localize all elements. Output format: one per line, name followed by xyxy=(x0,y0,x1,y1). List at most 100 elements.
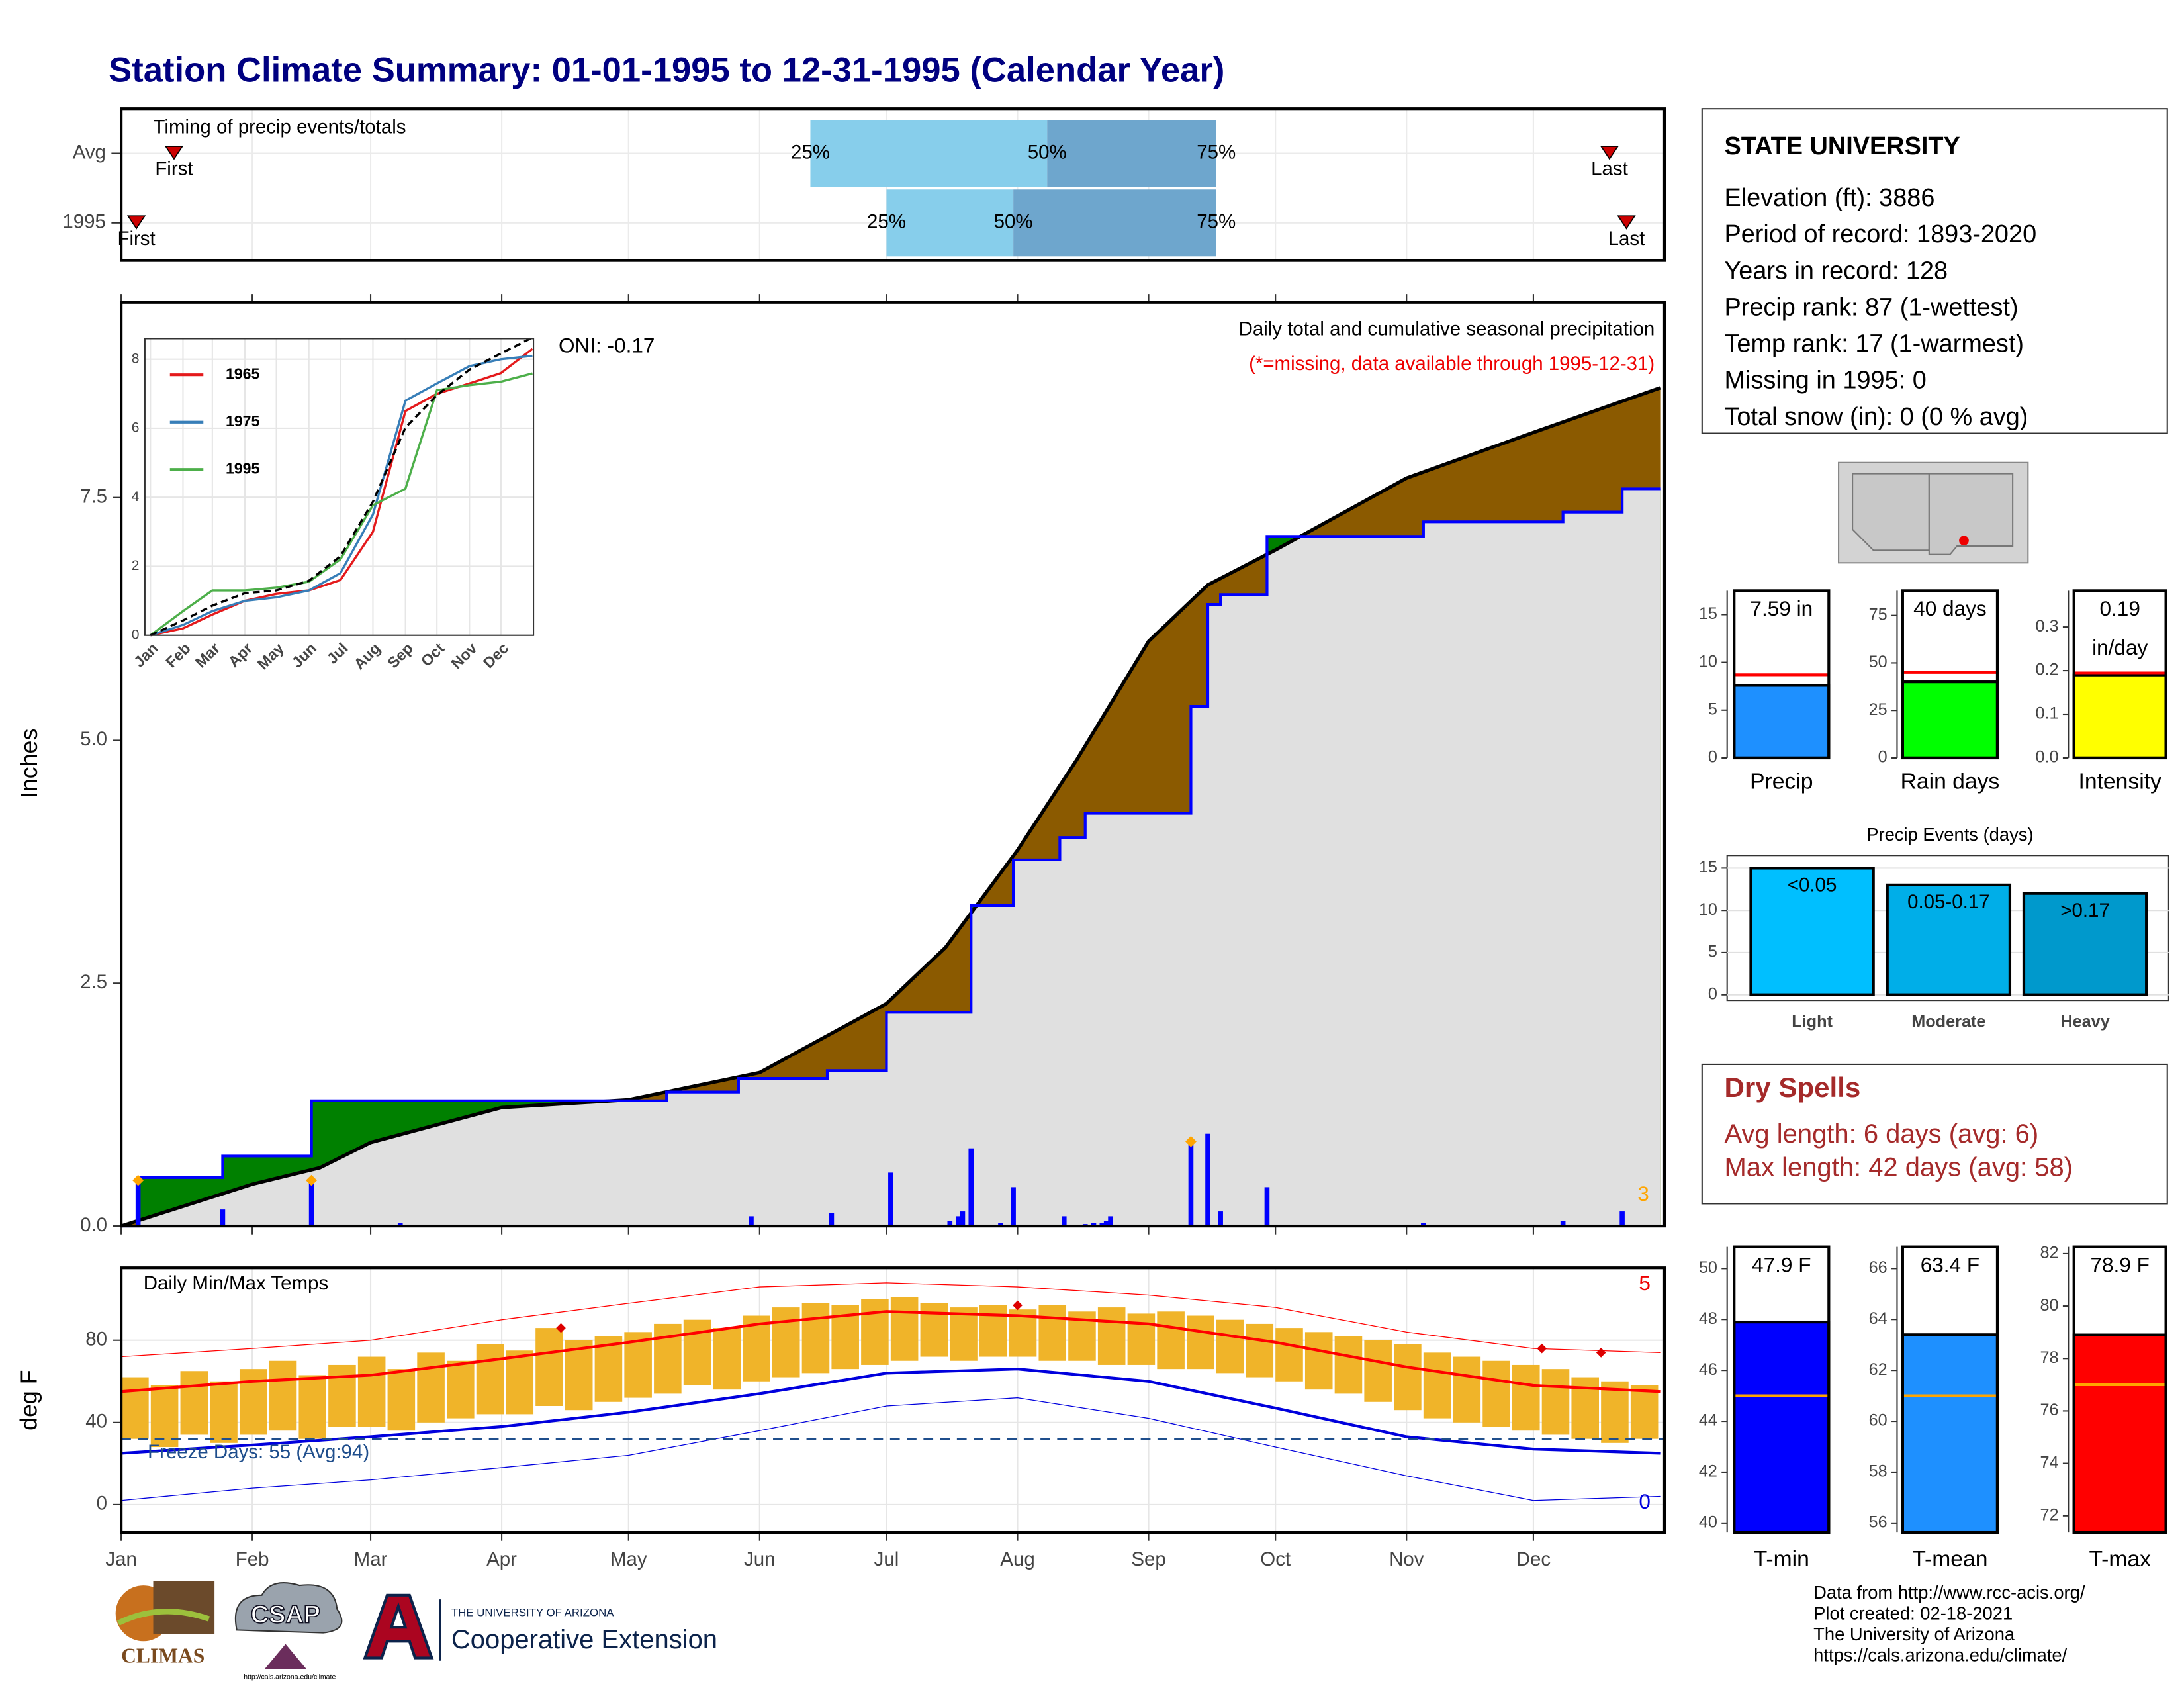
y-tick-label: 0.2 xyxy=(2035,661,2058,679)
temp-bar xyxy=(150,1385,179,1448)
timing-label: Last xyxy=(1591,158,1628,180)
daily-bar xyxy=(1188,1139,1194,1227)
timing-label: 50% xyxy=(1028,141,1067,163)
bar-label: T-mean xyxy=(1912,1547,1987,1571)
x-tick-label: Jul xyxy=(874,1548,899,1570)
temp-bar xyxy=(328,1364,356,1427)
panel-border xyxy=(119,107,1666,262)
daily-bar xyxy=(960,1211,966,1227)
x-tick-label: Feb xyxy=(236,1548,269,1570)
temp-bar xyxy=(1423,1352,1451,1419)
bar xyxy=(1901,1333,1999,1534)
temp-bar xyxy=(1216,1319,1244,1374)
x-tick-label: Heavy xyxy=(2060,1012,2109,1031)
y-tick-label: 76 xyxy=(2040,1401,2058,1419)
bar-label: Intensity xyxy=(2079,770,2162,794)
y-tick-label: 48 xyxy=(1699,1309,1717,1328)
temp-bar xyxy=(565,1340,593,1411)
x-tick-label: May xyxy=(610,1548,647,1570)
panel-title: Daily total and cumulative seasonal prec… xyxy=(1239,318,1655,340)
y-tick-label: 10 xyxy=(1699,900,1717,919)
value-box xyxy=(1734,590,1829,663)
y-tick-label: 56 xyxy=(1869,1513,1888,1532)
footer-line: The University of Arizona xyxy=(1813,1624,2015,1644)
daily-bar xyxy=(998,1223,1003,1227)
y-tick-label: 66 xyxy=(1869,1258,1888,1277)
value-box xyxy=(2073,590,2166,672)
climas-text: CLIMAS xyxy=(121,1644,205,1667)
temp-bar xyxy=(861,1299,889,1365)
daily-bar xyxy=(1619,1211,1625,1227)
unit-label: in/day xyxy=(2092,635,2148,659)
csap-text: CSAP xyxy=(251,1601,320,1628)
annotation: ONI: -0.17 xyxy=(559,333,655,357)
temp-bar xyxy=(1038,1305,1067,1361)
bar xyxy=(2022,892,2148,996)
csap-url: http://cals.arizona.edu/climate xyxy=(244,1673,336,1681)
temp-bar xyxy=(683,1319,711,1385)
daily-bar xyxy=(1205,1133,1210,1227)
value-label: 63.4 F xyxy=(1921,1252,1979,1276)
temp-bar xyxy=(387,1369,416,1431)
temp-bar xyxy=(979,1305,1007,1357)
bar xyxy=(2072,1333,2167,1534)
bar xyxy=(1886,883,2012,996)
value-label: 40 days xyxy=(1913,596,1987,620)
dry-spell-title: Dry Spells xyxy=(1724,1072,1860,1103)
timing-label: 75% xyxy=(1197,141,1236,163)
daily-bar xyxy=(947,1221,953,1227)
temp-bar xyxy=(772,1307,800,1378)
record-count: 5 xyxy=(1639,1271,1651,1295)
timing-label: 50% xyxy=(994,211,1033,233)
bar-frame xyxy=(1733,1245,1831,1534)
panel-subtitle: (*=missing, data available through 1995-… xyxy=(1249,353,1655,375)
record-max-line xyxy=(121,1282,1661,1358)
y-tick-label: 7.5 xyxy=(80,485,107,507)
bar xyxy=(1749,867,1875,996)
footer-line: https://cals.arizona.edu/climate/ xyxy=(1813,1645,2067,1665)
climas-swoosh xyxy=(117,1609,210,1626)
x-tick-label: Jan xyxy=(105,1548,136,1570)
y-tick-label: 75 xyxy=(1869,605,1888,624)
info-box xyxy=(1701,108,2168,434)
y-tick-label: 5.0 xyxy=(80,728,107,750)
temp-bar xyxy=(269,1360,297,1431)
x-tick-label: Sep xyxy=(1131,1548,1165,1570)
x-tick-label: Mar xyxy=(354,1548,388,1570)
temp-bar xyxy=(890,1297,919,1361)
temp-bar xyxy=(1246,1323,1274,1378)
legend-label: 1965 xyxy=(226,365,260,382)
y-tick-label: 78 xyxy=(2040,1348,2058,1367)
y-tick-label: 82 xyxy=(2040,1244,2058,1262)
station-name: STATE UNIVERSITY xyxy=(1724,132,1960,160)
bar xyxy=(1733,684,1831,760)
y-axis-label: deg F xyxy=(16,1370,42,1430)
daily-bar xyxy=(1218,1211,1223,1227)
dry-spell-info: Max length: 42 days (avg: 58) xyxy=(1724,1152,2073,1182)
y-tick-label: 42 xyxy=(1699,1462,1717,1481)
temp-bar xyxy=(1601,1381,1629,1443)
y-tick-label: 80 xyxy=(85,1329,107,1350)
timing-marker xyxy=(126,215,146,230)
y-axis-label: Inches xyxy=(16,729,42,798)
bar-label: T-min xyxy=(1754,1547,1809,1571)
y-tick-label: 0.3 xyxy=(2035,617,2058,635)
daily-bar xyxy=(1264,1187,1270,1227)
temp-bar xyxy=(1453,1356,1481,1423)
temp-bar xyxy=(476,1344,504,1415)
logos: CLIMAS CSAP http://cals.arizona.edu/clim… xyxy=(115,1581,717,1681)
bin-label: >0.17 xyxy=(2060,900,2110,921)
temp-bar xyxy=(121,1377,149,1439)
footer-line: Plot created: 02-18-2021 xyxy=(1813,1603,2013,1623)
timing-bar xyxy=(1013,189,1216,257)
value-box xyxy=(2073,1246,2166,1297)
bar-frame xyxy=(2072,1245,2167,1534)
daily-bar xyxy=(308,1182,314,1227)
timing-label: Last xyxy=(1608,228,1645,250)
y-tick-label: 5 xyxy=(1708,700,1717,718)
daily-bar xyxy=(956,1216,961,1227)
bar xyxy=(2072,673,2167,760)
y-tick-label: 46 xyxy=(1699,1360,1717,1379)
x-tick-label: Light xyxy=(1792,1012,1833,1031)
